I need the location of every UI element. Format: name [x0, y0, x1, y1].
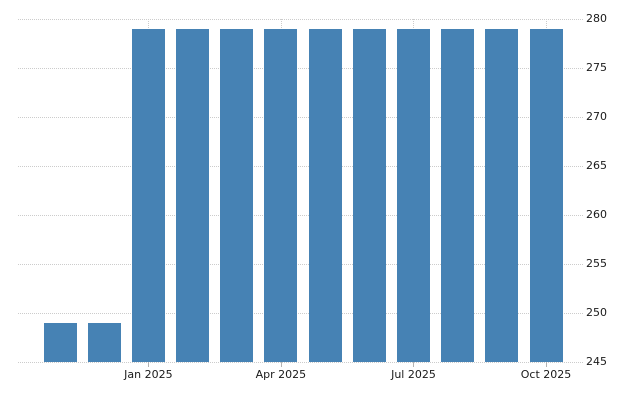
bar — [131, 28, 165, 362]
bar — [176, 28, 210, 362]
x-axis-tick — [546, 362, 547, 367]
horizontal-gridline — [18, 19, 583, 20]
bar — [220, 28, 254, 362]
bar — [529, 28, 563, 362]
bar — [396, 28, 430, 362]
x-axis-tick — [280, 362, 282, 367]
y-tick-label: 245 — [586, 355, 607, 368]
bar — [352, 28, 386, 362]
bar — [264, 28, 298, 362]
x-tick-label: Jul 2025 — [391, 368, 436, 381]
x-tick-label: Jan 2025 — [124, 368, 173, 381]
horizontal-gridline — [18, 166, 583, 167]
bar — [441, 28, 475, 362]
y-tick-label: 250 — [586, 306, 607, 319]
horizontal-gridline — [18, 313, 583, 314]
x-tick-label: Oct 2025 — [520, 368, 572, 381]
horizontal-gridline — [18, 68, 583, 69]
horizontal-gridline — [18, 362, 583, 363]
bar — [87, 322, 121, 362]
horizontal-gridline — [18, 117, 583, 118]
bar — [308, 28, 342, 362]
y-tick-label: 260 — [586, 208, 607, 221]
y-tick-label: 275 — [586, 61, 607, 74]
x-axis-tick — [148, 362, 150, 367]
horizontal-gridline — [18, 264, 583, 265]
bar — [43, 322, 77, 362]
y-tick-label: 280 — [586, 12, 607, 25]
x-axis-tick — [413, 362, 415, 367]
horizontal-gridline — [18, 215, 583, 216]
y-tick-label: 270 — [586, 110, 607, 123]
y-tick-label: 255 — [586, 257, 607, 270]
y-tick-label: 265 — [586, 159, 607, 172]
bar — [485, 28, 519, 362]
x-tick-label: Apr 2025 — [255, 368, 307, 381]
